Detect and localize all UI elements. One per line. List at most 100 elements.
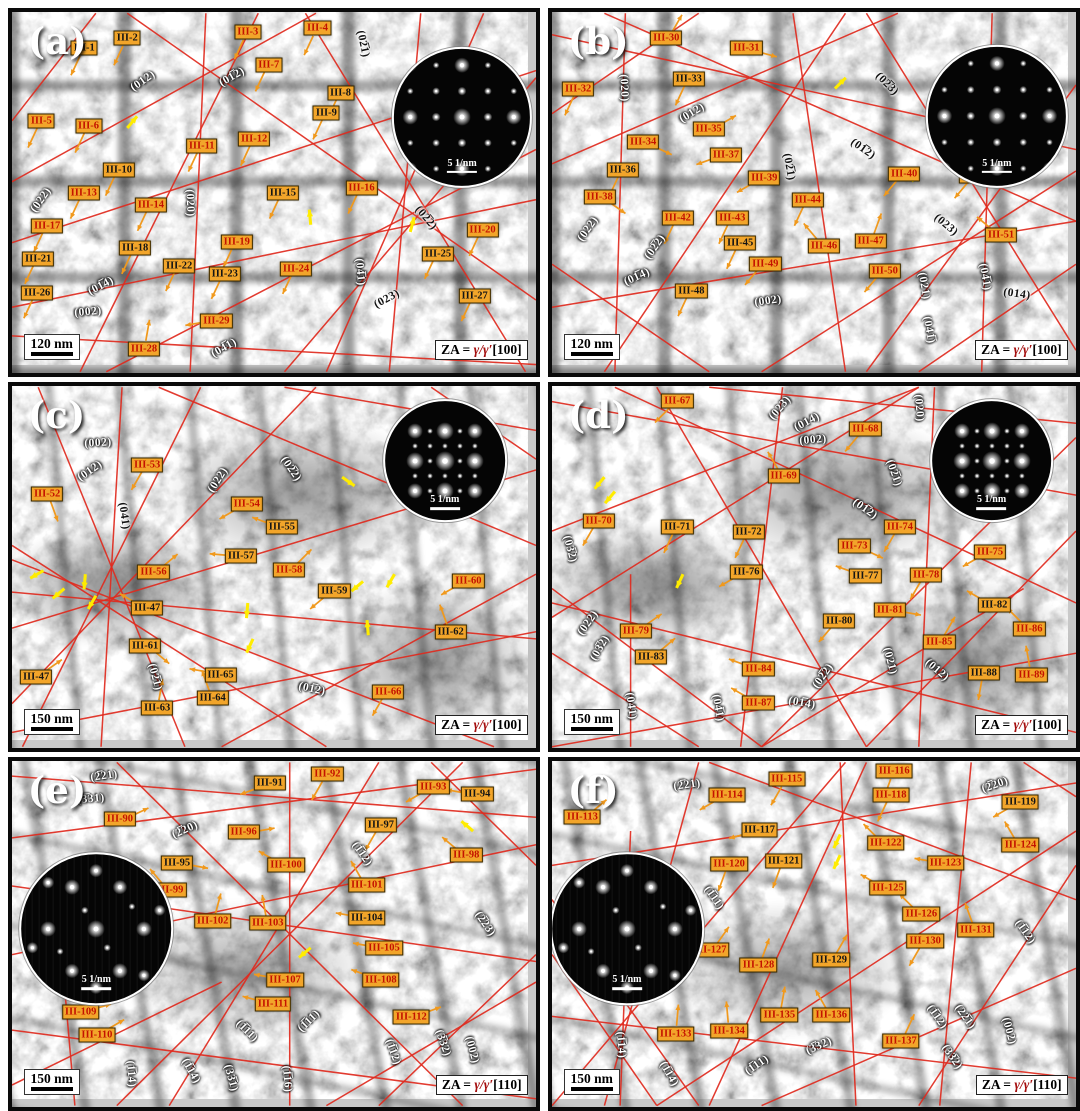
dislocation-label: III-34 [627, 134, 660, 150]
dislocation-label: III-63 [141, 700, 174, 716]
dislocation-label: III-119 [1001, 794, 1039, 810]
dislocation-label: III-126 [902, 906, 941, 922]
dislocation-label: III-101 [347, 877, 386, 893]
dislocation-label: III-1 [70, 40, 98, 56]
plane-trace-label: (1̅14) [613, 1030, 628, 1059]
dislocation-label: III-46 [807, 238, 841, 254]
dislocation-label: III-17 [30, 218, 64, 234]
dislocation-label: III-16 [345, 180, 378, 196]
gamma-symbol: γ/γ′ [473, 717, 493, 733]
dislocation-label: III-90 [103, 811, 137, 827]
dislocation-label: III-131 [957, 922, 995, 938]
dislocation-label: III-29 [200, 313, 233, 329]
dislocation-label: III-33 [672, 71, 705, 87]
scale-bar-text: 150 nm [30, 711, 73, 727]
dislocation-label: III-105 [365, 940, 403, 956]
gamma-symbol: γ/γ′ [1014, 1076, 1034, 1092]
dislocation-label: III-28 [127, 341, 161, 357]
dislocation-label: III-74 [883, 519, 917, 535]
dislocation-label: III-98 [450, 847, 483, 863]
inset-scale-bar [981, 170, 1012, 174]
dislocation-label: III-82 [978, 597, 1011, 613]
dislocation-label: III-134 [710, 1023, 748, 1039]
dislocation-label: III-43 [716, 210, 749, 226]
panel-letter: (b) [567, 19, 629, 64]
dislocation-label: III-83 [634, 649, 668, 665]
scale-bar: 150 nm [23, 1068, 80, 1095]
dislocation-label: III-77 [849, 568, 882, 584]
dislocation-label: III-107 [266, 972, 304, 988]
dislocation-label: III-114 [708, 787, 746, 803]
panel-c: (002) (012) (022) (02̅2) (041) (02̅1) (01̅2) II… [8, 382, 540, 752]
scale-bar-line [30, 727, 73, 732]
dislocation-label: III-9 [312, 105, 340, 121]
dislocation-label: III-56 [137, 564, 170, 580]
scale-bar-line [570, 727, 613, 732]
dislocation-label: III-113 [563, 809, 601, 825]
dislocation-label: III-97 [364, 817, 398, 833]
panel-letter: (c) [27, 393, 86, 438]
dislocation-label: III-102 [193, 913, 232, 929]
scale-bar-text: 150 nm [570, 711, 613, 727]
dislocation-label: III-36 [606, 162, 639, 178]
dislocation-label: III-100 [267, 857, 305, 873]
dislocation-label: III-31 [730, 40, 763, 56]
scale-bar-text: 120 nm [30, 336, 73, 352]
dislocation-label: III-50 [868, 263, 901, 279]
dislocation-label: III-47 [854, 233, 887, 248]
panel-f: (2̅21) (2̅20) (1̅11) (1̅12) (1̅14) (1̅14) (1̅1… [548, 757, 1080, 1111]
inset-scale-label: 5 1/nm [429, 494, 460, 510]
zone-axis-label: ZA = γ/γ′[100] [975, 340, 1068, 361]
dislocation-label: III-117 [741, 822, 778, 838]
zone-axis-label: ZA = γ/γ′[100] [435, 715, 528, 736]
dislocation-label: III-125 [869, 880, 907, 896]
dislocation-label: III-78 [909, 567, 943, 583]
dislocation-label: III-54 [230, 496, 263, 512]
diffraction-pattern-inset: 5 1/nm [929, 398, 1054, 523]
dislocation-label: III-88 [967, 665, 1000, 681]
dislocation-label: III-10 [102, 162, 136, 178]
inset-scale-label: 5 1/nm [976, 494, 1007, 510]
dislocation-label: III-7 [255, 57, 283, 73]
dislocation-label: III-32 [562, 81, 595, 97]
dislocation-label: III-26 [21, 285, 54, 301]
dislocation-label: III-37 [709, 147, 743, 163]
scale-bar: 120 nm [23, 334, 80, 361]
panel-letter: (f) [567, 767, 619, 812]
panel-letter: (e) [27, 767, 87, 812]
dislocation-label: III-137 [882, 1033, 920, 1049]
panel-letter: (d) [567, 393, 629, 438]
dislocation-label: III-103 [248, 915, 287, 931]
inset-scale-label: 5 1/nm [611, 975, 642, 991]
dislocation-label: III-57 [224, 548, 258, 564]
dislocation-label: III-80 [823, 613, 856, 629]
dislocation-label: III-118 [872, 787, 910, 803]
dislocation-label: III-2 [113, 30, 141, 46]
dislocation-label: III-6 [74, 118, 103, 134]
gamma-symbol: γ/γ′ [474, 1076, 494, 1092]
dislocation-label: III-38 [583, 189, 616, 205]
gamma-symbol: γ/γ′ [473, 342, 493, 358]
dislocation-label: III-95 [160, 855, 194, 871]
inset-scale-label: 5 1/nm [447, 158, 478, 174]
dislocation-label: III-61 [128, 638, 162, 654]
dislocation-label: III-42 [661, 210, 694, 226]
inset-scale-bar [611, 987, 642, 991]
dislocation-label: III-60 [452, 573, 485, 589]
scale-bar-line [30, 352, 73, 357]
dislocation-label: III-130 [906, 933, 944, 949]
dislocation-label: III-120 [710, 856, 748, 872]
dislocation-label: III-91 [253, 775, 286, 791]
dislocation-label: III-53 [131, 457, 164, 473]
dislocation-label: III-136 [812, 1007, 851, 1023]
scale-bar: 150 nm [563, 709, 620, 736]
diffraction-pattern-inset: 5 1/nm [382, 398, 507, 523]
dislocation-label: III-86 [1013, 621, 1046, 637]
diffraction-pattern-inset: 5 1/nm [925, 45, 1069, 188]
dislocation-label: III-40 [887, 166, 921, 182]
dislocation-label: III-58 [273, 562, 306, 578]
dislocation-label: III-75 [973, 544, 1007, 560]
dislocation-label: III-66 [372, 684, 405, 700]
dislocation-label: III-25 [421, 246, 455, 261]
dislocation-label: III-64 [196, 690, 229, 706]
